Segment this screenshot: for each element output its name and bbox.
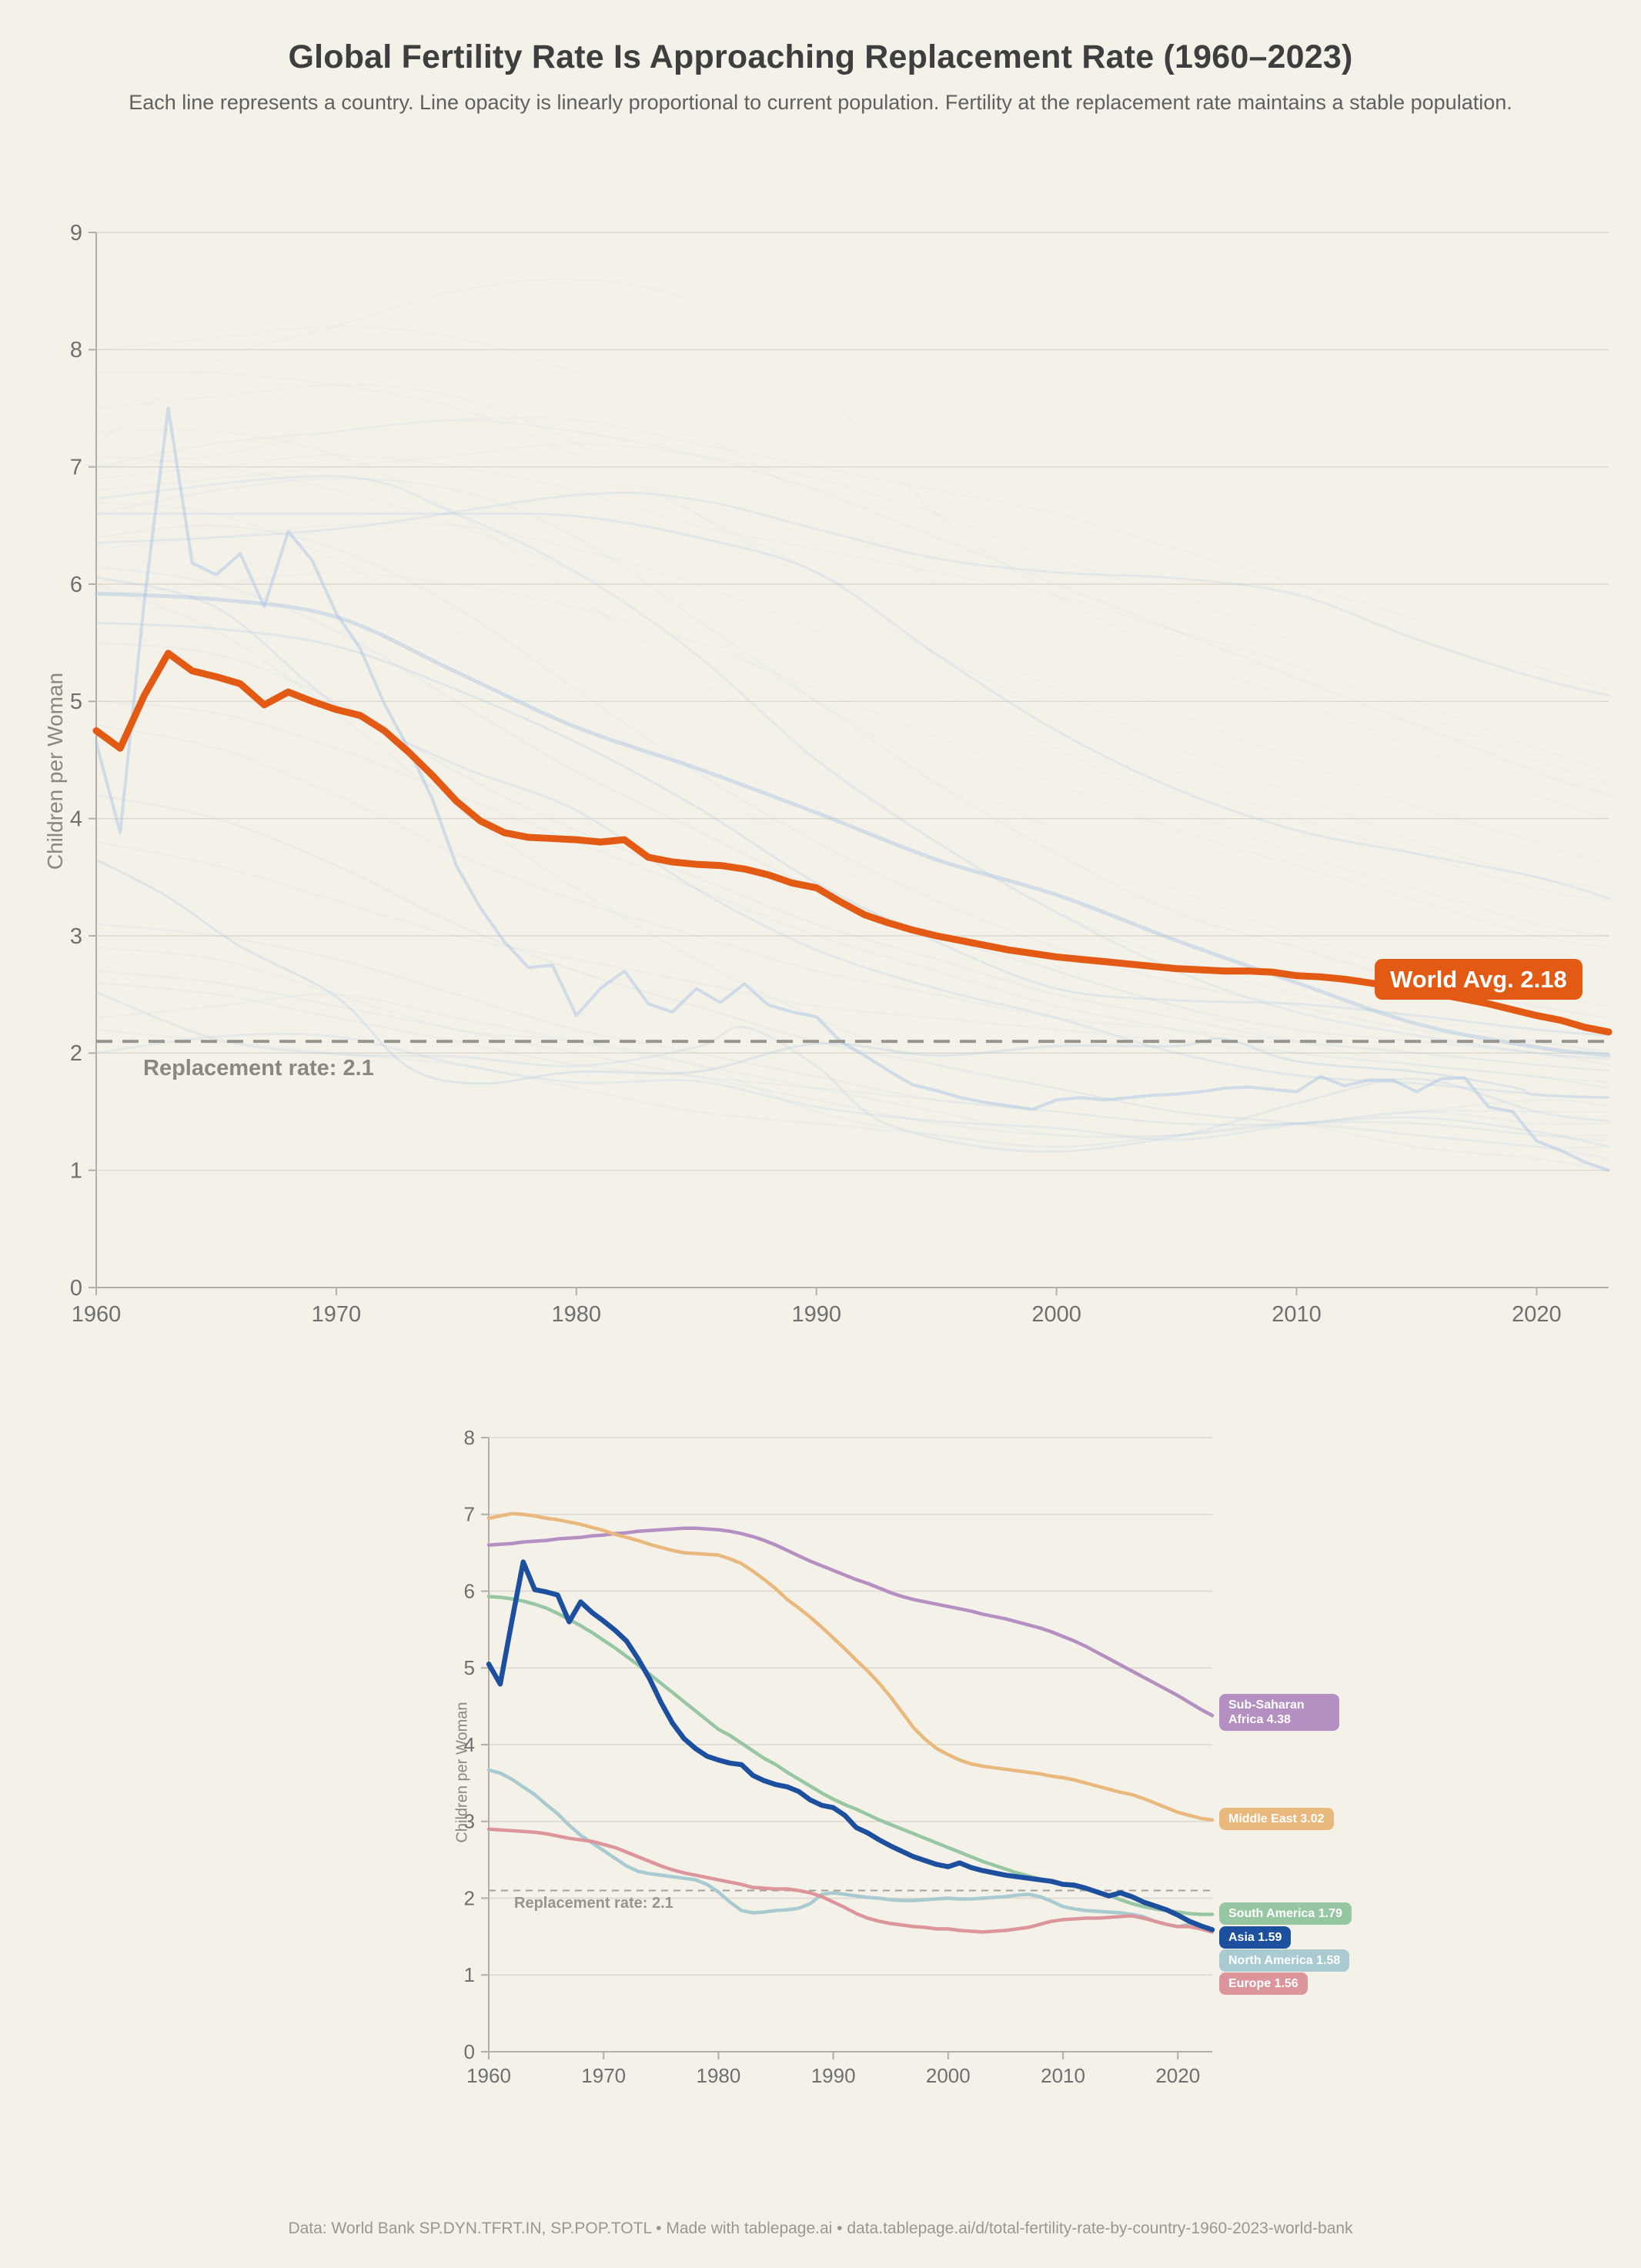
tick-label-y-9: 9 (70, 221, 82, 246)
background-country-line-11 (95, 970, 1610, 1142)
background-country-line-7 (95, 429, 1610, 1054)
background-country-line-6 (95, 524, 1610, 1054)
tick-label-y-8: 8 (70, 338, 82, 362)
tick-label-x-2010: 2010 (1041, 2064, 1085, 2087)
background-country-line-5 (95, 477, 1610, 1019)
tick-label-y-8: 8 (464, 1426, 475, 1449)
tick-label-x-1960: 1960 (466, 2064, 511, 2087)
background-country-line-3 (95, 325, 1610, 867)
background-country-line-21 (95, 1028, 1610, 1148)
regions-chart-y-axis-label: Children per Woman (453, 1702, 471, 1843)
tick-label-y-0: 0 (70, 1276, 82, 1301)
background-country-line-18 (95, 571, 1610, 949)
country-line-brazil (95, 576, 1610, 1099)
tick-label-x-2000: 2000 (1031, 1302, 1081, 1327)
country-line-united-states (95, 858, 1610, 1099)
tick-label-y-4: 4 (464, 1733, 475, 1756)
tick-label-x-1970: 1970 (312, 1302, 362, 1327)
country-line-japan (95, 1032, 1610, 1148)
background-country-line-10 (95, 923, 1610, 1126)
legend-badge-europe: Europe 1.56 (1219, 1972, 1308, 1996)
country-line-nigeria (95, 491, 1610, 697)
tick-label-x-2000: 2000 (926, 2064, 971, 2087)
legend-badge-asia: Asia 1.59 (1219, 1926, 1292, 1949)
background-country-line-20 (95, 840, 1610, 1084)
country-line-pakistan (95, 512, 1610, 900)
background-country-line-22 (95, 522, 1610, 937)
tick-label-y-5: 5 (464, 1656, 475, 1679)
background-country-line-1 (95, 442, 1610, 773)
tick-label-y-6: 6 (70, 573, 82, 597)
replacement-rate-label: Replacement rate: 2.1 (143, 1056, 374, 1081)
background-country-line-24 (95, 700, 1610, 1090)
page-title: Global Fertility Rate Is Approaching Rep… (288, 38, 1353, 75)
background-country-line-12 (95, 993, 1610, 1139)
tick-label-y-0: 0 (464, 2040, 475, 2063)
region-line-europe (486, 1827, 1215, 1934)
background-country-line-25 (95, 501, 1610, 1090)
main-chart-y-axis-label: Children per Woman (43, 672, 67, 870)
background-country-line-16 (95, 416, 1610, 691)
region-line-middle-east (486, 1511, 1215, 1822)
tick-label-y-6: 6 (464, 1579, 475, 1602)
country-line-china (95, 406, 1610, 1172)
legend-badge-south-america: South America 1.79 (1219, 1902, 1352, 1926)
background-country-line-0 (95, 419, 1610, 797)
world-average-line (92, 650, 1613, 1036)
regions-replacement-rate-label: Replacement rate: 2.1 (514, 1895, 673, 1912)
tick-label-y-3: 3 (70, 924, 82, 949)
tick-label-y-7: 7 (70, 456, 82, 480)
tick-label-x-1980: 1980 (696, 2064, 740, 2087)
country-line-russia (95, 990, 1610, 1154)
region-line-sub-saharan-africa (486, 1526, 1215, 1718)
tick-label-x-2020: 2020 (1512, 1302, 1562, 1327)
background-country-line-19 (95, 723, 1610, 1072)
background-country-line-15 (95, 583, 1610, 1171)
tick-label-x-2020: 2020 (1155, 2064, 1200, 2087)
background-country-line-2 (95, 383, 1610, 902)
page-subtitle: Each line represents a country. Line opa… (129, 91, 1512, 114)
tick-label-y-4: 4 (70, 807, 82, 832)
legend-badge-sub-saharan-africa: Sub-Saharan Africa 4.38 (1219, 1694, 1339, 1732)
region-line-north-america (486, 1768, 1215, 1932)
country-line-indonesia (95, 621, 1610, 1037)
world-average-badge: World Avg. 2.18 (1375, 959, 1583, 1000)
tick-label-x-1990: 1990 (791, 1302, 841, 1327)
background-country-line-17 (95, 454, 1610, 785)
tick-label-y-1: 1 (464, 1963, 475, 1986)
tick-label-x-2010: 2010 (1272, 1302, 1322, 1327)
tick-label-y-7: 7 (464, 1503, 475, 1526)
legend-badge-middle-east: Middle East 3.02 (1219, 1808, 1334, 1831)
tick-label-y-5: 5 (70, 690, 82, 714)
background-country-line-27 (95, 981, 1610, 1126)
country-line-india (94, 591, 1611, 1057)
background-country-line-4 (95, 278, 1610, 820)
background-country-line-9 (95, 641, 1610, 1072)
tick-label-x-1970: 1970 (581, 2064, 626, 2087)
tick-label-x-1990: 1990 (811, 2064, 856, 2087)
tick-label-y-2: 2 (70, 1041, 82, 1066)
tick-label-y-3: 3 (464, 1810, 475, 1833)
tick-label-y-1: 1 (70, 1159, 82, 1184)
legend-badge-north-america: North America 1.58 (1219, 1949, 1350, 1972)
tick-label-x-1980: 1980 (552, 1302, 602, 1327)
tick-label-y-2: 2 (464, 1886, 475, 1909)
background-country-line-23 (95, 371, 1610, 890)
background-country-line-13 (95, 946, 1610, 1149)
background-country-line-26 (95, 454, 1610, 1007)
country-line-bangladesh (95, 475, 1610, 1061)
footer-attribution: Data: World Bank SP.DYN.TFRT.IN, SP.POP.… (288, 2220, 1353, 2237)
tick-label-x-1960: 1960 (72, 1302, 122, 1327)
region-line-asia (486, 1559, 1215, 1932)
region-line-south-america (486, 1595, 1215, 1916)
